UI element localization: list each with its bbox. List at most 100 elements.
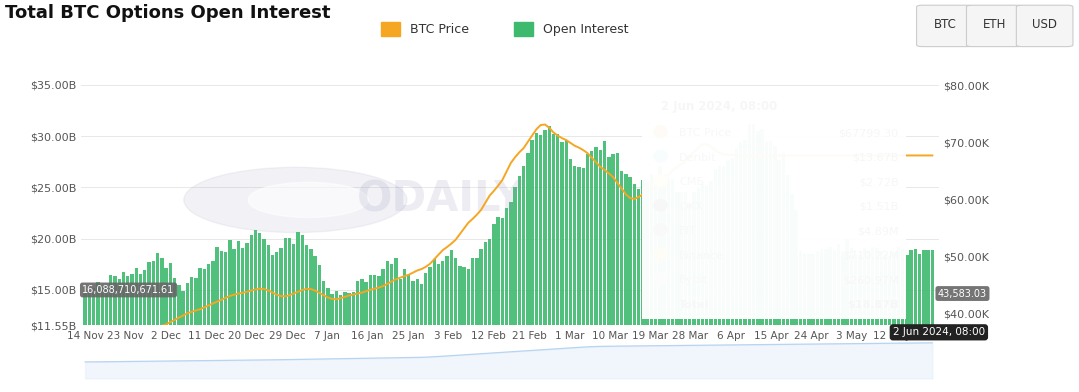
Text: 16,088,710,671.61: 16,088,710,671.61 — [82, 285, 175, 295]
Bar — [612, 154, 615, 392]
Bar — [496, 217, 500, 392]
Text: Total BTC Options Open Interest: Total BTC Options Open Interest — [5, 4, 331, 22]
Text: $18.87B: $18.87B — [847, 299, 899, 310]
Bar — [297, 232, 300, 392]
Bar — [722, 166, 725, 392]
Bar — [816, 250, 819, 392]
Bar — [271, 255, 274, 392]
Bar — [292, 244, 296, 392]
Bar — [616, 153, 619, 392]
Text: $67799.30: $67799.30 — [838, 128, 899, 138]
Bar — [229, 240, 232, 392]
Text: BTC Price: BTC Price — [679, 128, 732, 138]
Bar — [582, 167, 585, 392]
Text: BTC Price: BTC Price — [410, 23, 469, 36]
Text: Binance: Binance — [679, 250, 724, 261]
Bar — [842, 251, 845, 392]
Bar — [245, 243, 248, 392]
Bar — [284, 238, 287, 392]
FancyBboxPatch shape — [967, 5, 1023, 47]
Bar — [470, 258, 475, 392]
Bar — [837, 244, 841, 392]
Text: CME: CME — [679, 177, 704, 187]
Bar — [139, 274, 142, 392]
Bar — [918, 254, 921, 392]
Bar — [543, 130, 547, 392]
Bar — [109, 275, 112, 392]
Bar — [914, 249, 917, 392]
Bar — [322, 281, 325, 392]
Bar — [330, 294, 333, 392]
Bar — [433, 259, 436, 392]
Text: $4.89M: $4.89M — [857, 226, 899, 236]
FancyBboxPatch shape — [1016, 5, 1073, 47]
Bar — [667, 178, 670, 392]
Bar — [309, 249, 313, 392]
Text: BTC: BTC — [933, 18, 956, 31]
Bar — [730, 158, 734, 392]
Bar — [113, 276, 117, 392]
Bar — [693, 192, 696, 392]
Bar — [663, 175, 666, 392]
Bar — [334, 291, 338, 392]
Bar — [569, 160, 572, 392]
Bar — [923, 250, 926, 392]
Bar — [168, 263, 172, 392]
Bar — [739, 142, 742, 392]
Bar — [475, 258, 479, 392]
Bar — [875, 248, 878, 392]
Circle shape — [248, 182, 368, 218]
Bar — [424, 273, 427, 392]
Bar — [927, 250, 930, 392]
Text: Bybit: Bybit — [679, 275, 708, 285]
Bar — [258, 233, 261, 392]
Bar — [450, 250, 453, 392]
Bar — [459, 267, 462, 392]
Bar — [236, 241, 241, 392]
Bar — [254, 230, 257, 392]
Bar — [411, 281, 414, 392]
Bar — [931, 250, 934, 392]
Bar — [105, 285, 108, 392]
Bar — [748, 124, 751, 392]
Bar — [339, 295, 342, 392]
Text: ODAILY: ODAILY — [357, 179, 525, 221]
Bar — [131, 274, 134, 392]
Bar — [573, 165, 576, 392]
Bar — [798, 251, 802, 392]
Bar — [560, 142, 563, 392]
Text: 43,583.03: 43,583.03 — [938, 289, 987, 299]
Bar — [879, 250, 883, 392]
Bar — [641, 180, 644, 392]
Bar — [688, 204, 692, 392]
Bar — [786, 175, 790, 392]
Bar — [680, 192, 683, 392]
Bar — [705, 185, 709, 392]
Bar — [910, 250, 913, 392]
Bar — [479, 249, 482, 392]
Bar — [853, 254, 858, 392]
Circle shape — [654, 200, 667, 211]
Bar — [317, 265, 322, 392]
Bar — [241, 248, 245, 392]
Bar — [761, 129, 764, 392]
Bar — [540, 135, 543, 392]
Bar — [522, 167, 525, 392]
Bar — [619, 171, 624, 392]
Bar — [151, 261, 155, 392]
Bar — [446, 256, 449, 392]
Bar — [343, 292, 346, 392]
Text: 2 Jun 2024, 08:00: 2 Jun 2024, 08:00 — [892, 327, 985, 338]
Bar — [83, 293, 87, 392]
Bar — [514, 22, 533, 36]
Bar — [645, 182, 648, 392]
Bar — [901, 249, 904, 392]
Bar — [905, 255, 909, 392]
Bar — [675, 192, 679, 392]
Text: $1.51B: $1.51B — [859, 202, 899, 212]
Bar — [279, 248, 283, 392]
Bar — [186, 283, 189, 392]
Bar — [735, 148, 738, 392]
Bar — [551, 134, 556, 392]
Bar — [624, 174, 628, 392]
